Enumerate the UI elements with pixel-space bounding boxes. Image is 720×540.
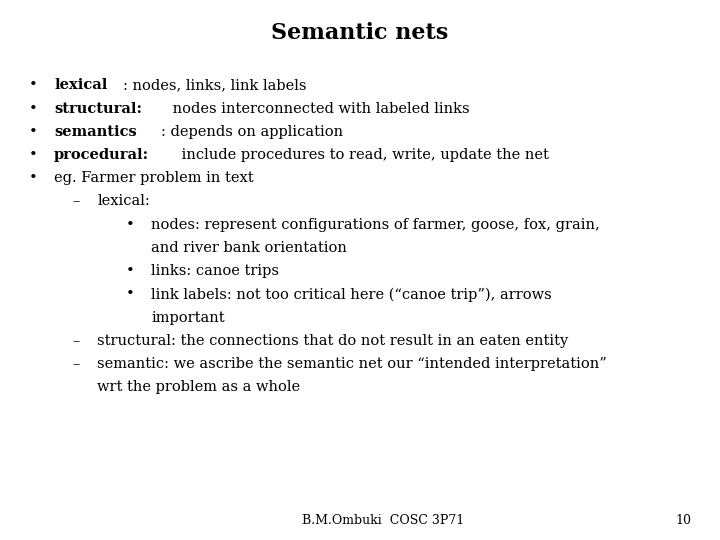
Text: •: •	[126, 287, 135, 301]
Text: lexical:: lexical:	[97, 194, 150, 208]
Text: 10: 10	[675, 514, 691, 526]
Text: lexical: lexical	[54, 78, 107, 92]
Text: semantic: we ascribe the semantic net our “intended interpretation”: semantic: we ascribe the semantic net ou…	[97, 357, 607, 371]
Text: Semantic nets: Semantic nets	[271, 22, 449, 44]
Text: wrt the problem as a whole: wrt the problem as a whole	[97, 380, 300, 394]
Text: semantics: semantics	[54, 125, 137, 139]
Text: links: canoe trips: links: canoe trips	[151, 264, 279, 278]
Text: •: •	[29, 171, 37, 185]
Text: B.M.Ombuki  COSC 3P71: B.M.Ombuki COSC 3P71	[302, 514, 464, 526]
Text: structural:: structural:	[54, 102, 142, 116]
Text: and river bank orientation: and river bank orientation	[151, 241, 347, 255]
Text: –: –	[72, 194, 79, 208]
Text: include procedures to read, write, update the net: include procedures to read, write, updat…	[176, 148, 549, 162]
Text: •: •	[126, 264, 135, 278]
Text: •: •	[29, 102, 37, 116]
Text: •: •	[29, 148, 37, 162]
Text: : nodes, links, link labels: : nodes, links, link labels	[123, 78, 307, 92]
Text: •: •	[126, 218, 135, 232]
Text: –: –	[72, 357, 79, 371]
Text: •: •	[29, 78, 37, 92]
Text: important: important	[151, 310, 225, 325]
Text: –: –	[72, 334, 79, 348]
Text: nodes: represent configurations of farmer, goose, fox, grain,: nodes: represent configurations of farme…	[151, 218, 600, 232]
Text: procedural:: procedural:	[54, 148, 149, 162]
Text: link labels: not too critical here (“canoe trip”), arrows: link labels: not too critical here (“can…	[151, 287, 552, 302]
Text: •: •	[29, 125, 37, 139]
Text: : depends on application: : depends on application	[161, 125, 343, 139]
Text: nodes interconnected with labeled links: nodes interconnected with labeled links	[168, 102, 469, 116]
Text: structural: the connections that do not result in an eaten entity: structural: the connections that do not …	[97, 334, 569, 348]
Text: eg. Farmer problem in text: eg. Farmer problem in text	[54, 171, 253, 185]
